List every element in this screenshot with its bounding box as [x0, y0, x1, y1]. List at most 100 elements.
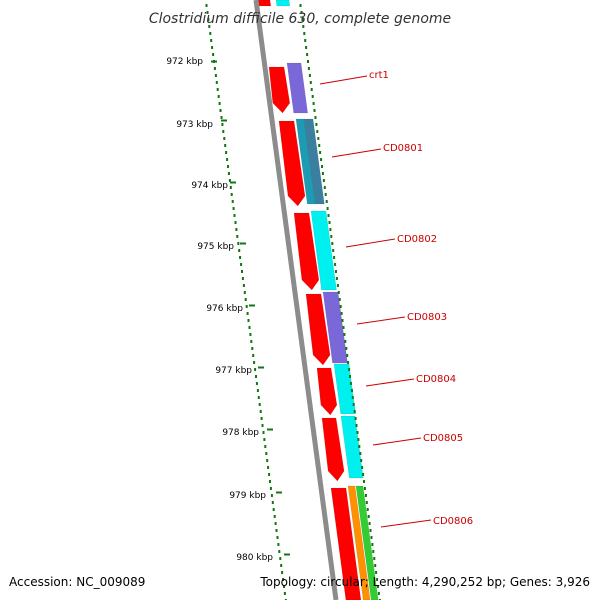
scale-dot-right — [318, 144, 321, 147]
scale-dot-right — [375, 571, 378, 574]
scale-dot-right — [338, 298, 341, 301]
scale-tick-976: 976 kbp — [206, 304, 255, 314]
gene-arrow[interactable] — [321, 417, 345, 482]
scale-dot-right — [350, 389, 353, 392]
gene-label[interactable]: CD0806 — [433, 516, 473, 527]
gene-label[interactable]: crt1 — [369, 70, 389, 81]
scale-dot-right — [366, 508, 369, 511]
scale-dot-left — [266, 459, 269, 462]
scale-dot-right — [358, 445, 361, 448]
scale-dot-right — [349, 375, 351, 378]
scale-dot-right — [299, 4, 302, 7]
scale-dot-right — [362, 473, 365, 476]
gene-arrow[interactable] — [278, 120, 306, 207]
scale-label: 979 kbp — [229, 491, 266, 501]
scale-dot-right — [334, 263, 337, 266]
scale-dot-left — [215, 81, 218, 84]
gene-arrow[interactable] — [330, 487, 362, 600]
scale-dot-left — [230, 193, 233, 196]
scale-dot-left — [269, 487, 272, 490]
scale-dot-left — [219, 109, 222, 112]
scale-dot-left — [245, 305, 248, 308]
gene-arrow[interactable] — [293, 212, 320, 291]
scale-dot-left — [224, 144, 227, 147]
scale-dot-left — [259, 410, 262, 413]
scale-dot-left — [283, 592, 286, 595]
gene-cd0806[interactable]: CD0806 — [380, 516, 473, 528]
scale-dot-right — [337, 291, 340, 294]
gene-cd0805[interactable]: CD0805 — [372, 433, 463, 446]
scale-dot-left — [269, 480, 271, 483]
scale-dot-right — [321, 172, 324, 175]
scale-tick-975: 975 kbp — [197, 242, 246, 252]
slate-feature[interactable] — [303, 118, 325, 205]
scale-ticks: 972 kbp 973 kbp 974 kbp 975 kbp 976 kbp … — [166, 57, 290, 563]
scale-dot-left — [236, 235, 239, 238]
accession-text: Accession: NC_009089 — [9, 575, 145, 589]
scale-dot-right — [377, 585, 379, 588]
gene-crt1[interactable]: crt1 — [319, 70, 389, 85]
scale-dot-right — [335, 270, 337, 273]
scale-dot-right — [336, 284, 339, 287]
gene-label[interactable]: CD0803 — [407, 312, 447, 323]
scale-dot-right — [355, 424, 358, 427]
cyan-feature[interactable] — [275, 0, 291, 7]
gene-arrow[interactable] — [268, 66, 291, 114]
scale-dot-left — [240, 263, 243, 266]
scale-dot-right — [347, 361, 350, 364]
cyan-feature[interactable] — [310, 210, 337, 291]
gene-labels: crt1 CD0801 CD0802 CD0803 CD0804 CD0805 … — [319, 70, 473, 528]
gene-arrow[interactable] — [316, 367, 338, 416]
scale-dot-right — [309, 81, 312, 84]
gene-label[interactable]: CD0802 — [397, 234, 437, 245]
scale-dot-right — [369, 529, 372, 532]
gene-cd0801[interactable]: CD0801 — [331, 143, 423, 158]
scale-dot-right — [325, 200, 328, 203]
gene-label[interactable]: CD0801 — [383, 143, 423, 154]
purple-feature[interactable] — [286, 62, 308, 114]
scale-dot-right — [303, 32, 306, 35]
gene-label[interactable]: CD0804 — [416, 374, 456, 385]
scale-dot-right — [326, 207, 329, 210]
scale-dot-right — [308, 74, 311, 77]
scale-dot-left — [270, 494, 273, 497]
scale-label: 975 kbp — [197, 242, 234, 252]
green-feature[interactable] — [355, 485, 379, 600]
scale-dot-right — [340, 312, 343, 315]
scale-dot-left — [253, 361, 256, 364]
orange-feature[interactable] — [347, 485, 371, 600]
scale-dot-left — [252, 354, 255, 357]
scale-dot-right — [320, 158, 323, 161]
scale-dot-right — [313, 109, 316, 112]
scale-dot-right — [332, 249, 335, 252]
scale-tick-978: 978 kbp — [222, 428, 273, 438]
gene-label[interactable]: CD0805 — [423, 433, 463, 444]
scale-dot-right — [349, 382, 352, 385]
scale-dot-left — [228, 179, 231, 182]
scale-dot-left — [255, 382, 258, 385]
scale-dot-left — [208, 25, 211, 28]
gene-cd0803[interactable]: CD0803 — [356, 312, 447, 325]
scale-dot-right — [307, 60, 309, 63]
scale-dot-right — [341, 319, 344, 322]
scale-dot-left — [218, 102, 221, 105]
scale-dot-left — [212, 53, 215, 56]
scale-dots — [205, 4, 381, 600]
leader-line — [365, 378, 415, 387]
cyan-feature[interactable] — [340, 415, 364, 479]
scale-dot-left — [281, 571, 284, 574]
scale-dot-right — [346, 354, 349, 357]
scale-dot-right — [360, 459, 363, 462]
scale-dot-right — [376, 578, 379, 581]
scale-dot-left — [280, 564, 283, 567]
scale-dot-left — [242, 284, 245, 287]
gene-cd0802[interactable]: CD0802 — [345, 234, 437, 248]
scale-dot-right — [310, 88, 313, 91]
scale-dot-right — [370, 536, 373, 539]
scale-dot-left — [246, 312, 249, 315]
gene-arrow[interactable] — [305, 293, 331, 366]
gene-cd0804[interactable]: CD0804 — [365, 374, 456, 387]
scale-dot-right — [317, 137, 320, 140]
scale-dot-left — [283, 585, 285, 588]
